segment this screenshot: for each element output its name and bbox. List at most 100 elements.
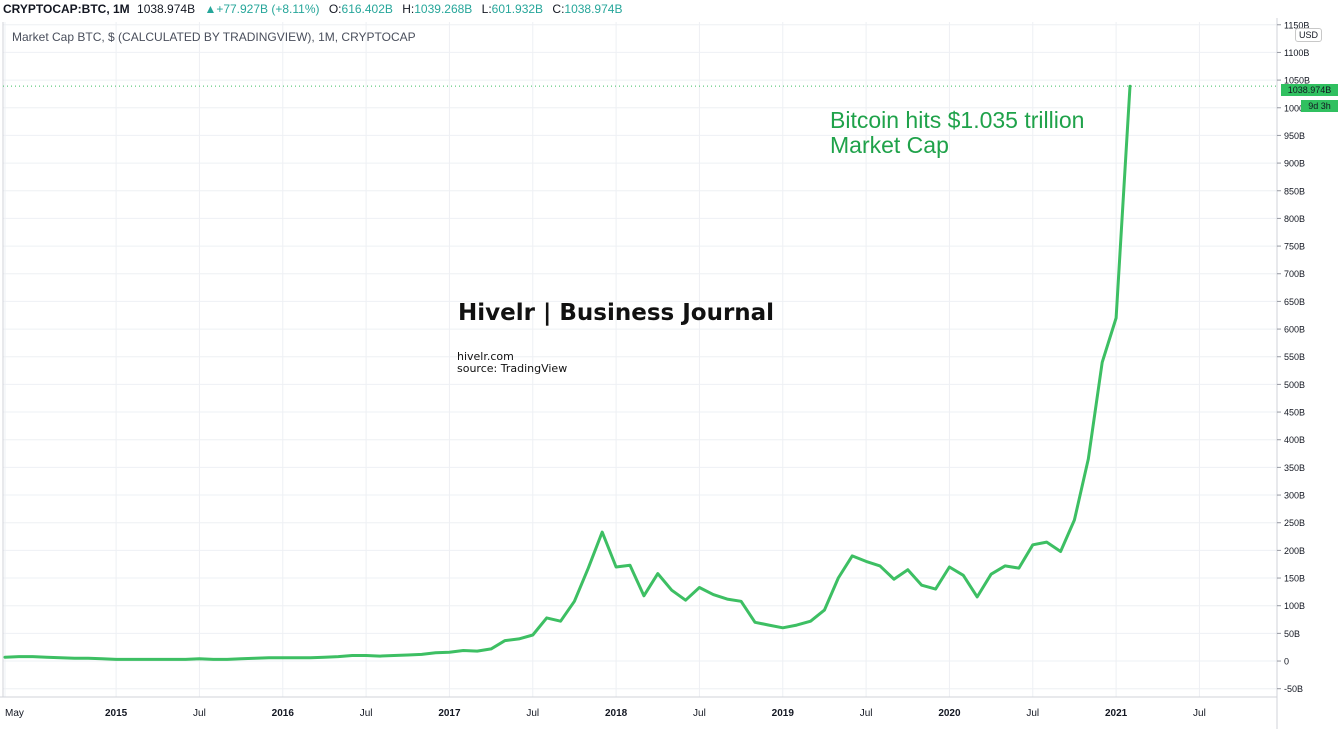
x-tick-label: 2018 bbox=[605, 708, 628, 719]
annotation-line-2: Market Cap bbox=[830, 132, 949, 158]
data-point bbox=[365, 654, 367, 656]
data-point bbox=[1004, 565, 1006, 567]
data-point bbox=[420, 653, 422, 655]
data-point bbox=[1115, 317, 1117, 319]
data-point bbox=[768, 624, 770, 626]
data-point bbox=[212, 658, 214, 660]
data-point bbox=[407, 654, 409, 656]
data-point bbox=[226, 658, 228, 660]
y-tick-label: 1000B bbox=[1284, 103, 1310, 113]
data-point bbox=[587, 567, 589, 569]
data-point bbox=[782, 627, 784, 629]
data-point bbox=[337, 655, 339, 657]
data-point bbox=[1059, 550, 1061, 552]
change-value: ▲+77.927B (+8.11%) bbox=[204, 2, 320, 16]
high-value: 1039.268B bbox=[414, 2, 473, 16]
data-point bbox=[115, 658, 117, 660]
x-tick-label: 2019 bbox=[772, 708, 795, 719]
data-point bbox=[1073, 519, 1075, 521]
data-point bbox=[851, 555, 853, 557]
x-tick-label: Jul bbox=[193, 708, 206, 719]
data-point bbox=[323, 656, 325, 658]
x-tick-label: Jul bbox=[1193, 708, 1206, 719]
countdown-tag: 9d 3h bbox=[1301, 100, 1338, 112]
annotation-line-1: Bitcoin hits $1.035 trillion bbox=[830, 107, 1085, 133]
data-point bbox=[1129, 85, 1131, 87]
y-tick-label: 1150B bbox=[1284, 20, 1309, 30]
y-tick-label: 50B bbox=[1284, 629, 1300, 639]
watermark-title: Hivelr | Business Journal bbox=[458, 300, 775, 326]
data-point bbox=[18, 655, 20, 657]
data-point bbox=[157, 658, 159, 660]
data-point bbox=[1101, 361, 1103, 363]
y-tick-label: 550B bbox=[1284, 352, 1305, 362]
data-point bbox=[823, 609, 825, 611]
close-value: 1038.974B bbox=[564, 2, 623, 16]
watermark-site: hivelr.com bbox=[457, 350, 514, 363]
data-point bbox=[32, 655, 34, 657]
x-tick-label: 2015 bbox=[105, 708, 128, 719]
x-tick-label: Jul bbox=[360, 708, 373, 719]
close-label: C: bbox=[552, 2, 565, 16]
y-tick-label: 1100B bbox=[1284, 48, 1309, 58]
currency-button[interactable]: USD bbox=[1295, 28, 1323, 42]
data-point bbox=[934, 588, 936, 590]
data-point bbox=[393, 654, 395, 656]
data-point bbox=[462, 649, 464, 651]
data-point bbox=[990, 573, 992, 575]
symbol-label[interactable]: CRYPTOCAP:BTC, 1M bbox=[3, 2, 130, 16]
data-point bbox=[45, 656, 47, 658]
data-point bbox=[698, 586, 700, 588]
data-point bbox=[1032, 544, 1034, 546]
open-label: O: bbox=[328, 2, 342, 16]
high-label: H: bbox=[402, 2, 415, 16]
data-point bbox=[1045, 541, 1047, 543]
data-point bbox=[920, 584, 922, 586]
y-tick-label: 650B bbox=[1284, 297, 1305, 307]
data-point bbox=[1087, 458, 1089, 460]
y-tick-label: -50B bbox=[1284, 684, 1303, 694]
y-tick-label: 350B bbox=[1284, 463, 1305, 473]
data-point bbox=[184, 658, 186, 660]
data-point bbox=[573, 600, 575, 602]
data-point bbox=[295, 657, 297, 659]
data-point bbox=[434, 652, 436, 654]
data-point bbox=[170, 658, 172, 660]
last-price-tag: 1038.974B bbox=[1281, 84, 1338, 96]
data-point bbox=[629, 564, 631, 566]
data-point bbox=[907, 569, 909, 571]
data-point bbox=[532, 634, 534, 636]
data-point bbox=[643, 595, 645, 597]
x-tick-label: 2017 bbox=[438, 708, 461, 719]
data-point bbox=[4, 656, 6, 658]
y-tick-label: 750B bbox=[1284, 242, 1305, 252]
low-value: 601.932B bbox=[491, 2, 544, 16]
data-point bbox=[615, 566, 617, 568]
data-point bbox=[101, 658, 103, 660]
y-tick-label: 400B bbox=[1284, 435, 1305, 445]
y-tick-label: 500B bbox=[1284, 380, 1305, 390]
data-point bbox=[198, 658, 200, 660]
y-tick-label: 800B bbox=[1284, 214, 1305, 224]
data-point bbox=[268, 657, 270, 659]
data-point bbox=[684, 599, 686, 601]
last-price: 1038.974B bbox=[137, 2, 196, 16]
data-point bbox=[837, 577, 839, 579]
data-point bbox=[87, 657, 89, 659]
x-tick-label: Jul bbox=[693, 708, 706, 719]
data-point bbox=[948, 566, 950, 568]
data-point bbox=[657, 572, 659, 574]
data-point bbox=[59, 657, 61, 659]
data-point bbox=[254, 657, 256, 659]
data-point bbox=[448, 651, 450, 653]
btc-market-cap-line bbox=[3, 84, 1132, 661]
x-tick-label: Jul bbox=[860, 708, 873, 719]
data-point bbox=[893, 578, 895, 580]
y-tick-label: 900B bbox=[1284, 159, 1305, 169]
y-tick-label: 250B bbox=[1284, 518, 1305, 528]
x-tick-label: Jul bbox=[1026, 708, 1039, 719]
x-tick-label: 2020 bbox=[938, 708, 961, 719]
low-label: L: bbox=[481, 2, 492, 16]
y-tick-label: 450B bbox=[1284, 408, 1305, 418]
